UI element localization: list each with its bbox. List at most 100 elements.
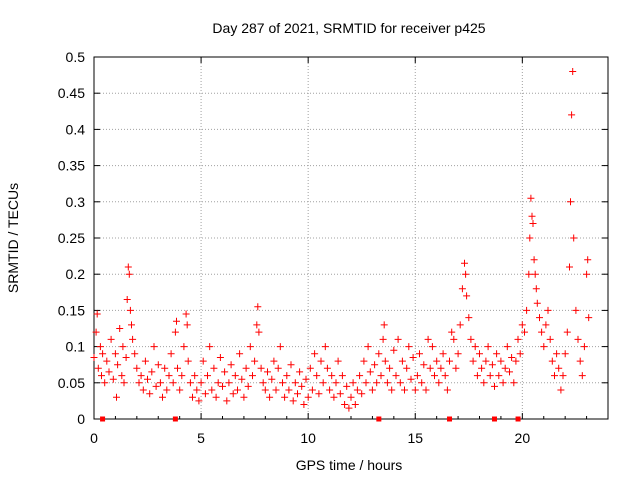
data-point [129, 335, 137, 343]
data-point [268, 375, 276, 383]
data-point [150, 343, 158, 351]
data-point [306, 364, 314, 372]
data-point [234, 386, 241, 394]
data-point [380, 321, 388, 329]
data-point [148, 368, 156, 376]
data-point [135, 379, 143, 387]
data-point [553, 350, 561, 358]
data-point [119, 343, 127, 351]
data-point [163, 386, 171, 394]
data-point [114, 361, 122, 369]
data-point [266, 393, 274, 401]
gap-markers [100, 416, 521, 422]
data-point [107, 335, 115, 343]
data-point [422, 386, 430, 394]
data-point [317, 357, 325, 365]
data-point [443, 386, 451, 394]
data-point [223, 397, 231, 405]
data-point [242, 364, 250, 372]
data-point [326, 386, 334, 394]
data-point [174, 364, 181, 372]
data-point [413, 372, 421, 380]
data-point [383, 379, 391, 387]
data-point [264, 368, 271, 376]
data-point [279, 379, 286, 387]
data-point [542, 321, 550, 329]
data-point [159, 393, 166, 401]
data-point [319, 379, 327, 387]
data-point [257, 364, 265, 372]
data-point [221, 368, 229, 376]
data-point [368, 386, 376, 394]
data-point [156, 379, 164, 387]
data-point [362, 379, 370, 387]
data-point [458, 285, 466, 293]
data-point [169, 379, 177, 387]
data-point [512, 357, 520, 365]
x-tick-label: 20 [515, 430, 531, 446]
data-point [173, 317, 180, 325]
data-point [495, 372, 503, 380]
data-point [426, 364, 434, 372]
data-point [186, 379, 194, 387]
data-point [93, 310, 101, 318]
y-tick-label: 0.45 [58, 85, 85, 101]
data-point [111, 350, 119, 358]
y-tick-label: 0.35 [58, 158, 85, 174]
data-point [98, 372, 105, 380]
data-point [199, 357, 207, 365]
data-point [103, 357, 111, 365]
data-point [461, 259, 468, 267]
data-point [332, 379, 340, 387]
data-point [165, 372, 173, 380]
data-point [146, 390, 154, 398]
data-point [126, 306, 134, 314]
data-point [338, 372, 346, 380]
data-point [572, 306, 580, 314]
data-point [139, 386, 147, 394]
data-point [287, 361, 295, 369]
data-point [503, 343, 511, 351]
data-point [561, 350, 569, 358]
data-point [584, 256, 592, 264]
data-point [567, 198, 574, 206]
data-point [302, 375, 310, 383]
data-point [229, 390, 237, 398]
data-point [454, 350, 462, 358]
data-point [373, 379, 381, 387]
data-point [528, 212, 536, 220]
data-point [345, 404, 353, 412]
data-point [478, 364, 486, 372]
data-point [574, 335, 582, 343]
data-point [488, 361, 496, 369]
data-point [272, 386, 280, 394]
data-point [311, 350, 319, 358]
data-point [94, 364, 102, 372]
data-point [208, 386, 216, 394]
data-point [189, 393, 196, 401]
x-tick-label: 0 [90, 430, 98, 446]
gap-marker [172, 416, 178, 422]
data-point [428, 343, 436, 351]
data-point [463, 292, 471, 300]
y-tick-label: 0.1 [66, 339, 86, 355]
data-point [334, 357, 342, 365]
data-point [396, 379, 404, 387]
data-point [330, 393, 338, 401]
data-point [529, 220, 537, 227]
grid-lines [94, 57, 608, 419]
data-point [336, 390, 344, 398]
data-point [227, 361, 235, 369]
data-point [469, 357, 477, 365]
data-point [462, 270, 470, 278]
data-point [183, 321, 191, 329]
data-point [388, 386, 396, 394]
data-point [570, 234, 578, 242]
data-point [261, 386, 269, 394]
data-point [416, 350, 423, 358]
data-point [379, 335, 387, 343]
data-point [569, 68, 577, 75]
data-point [240, 393, 248, 401]
y-tick-label: 0.5 [66, 49, 86, 65]
